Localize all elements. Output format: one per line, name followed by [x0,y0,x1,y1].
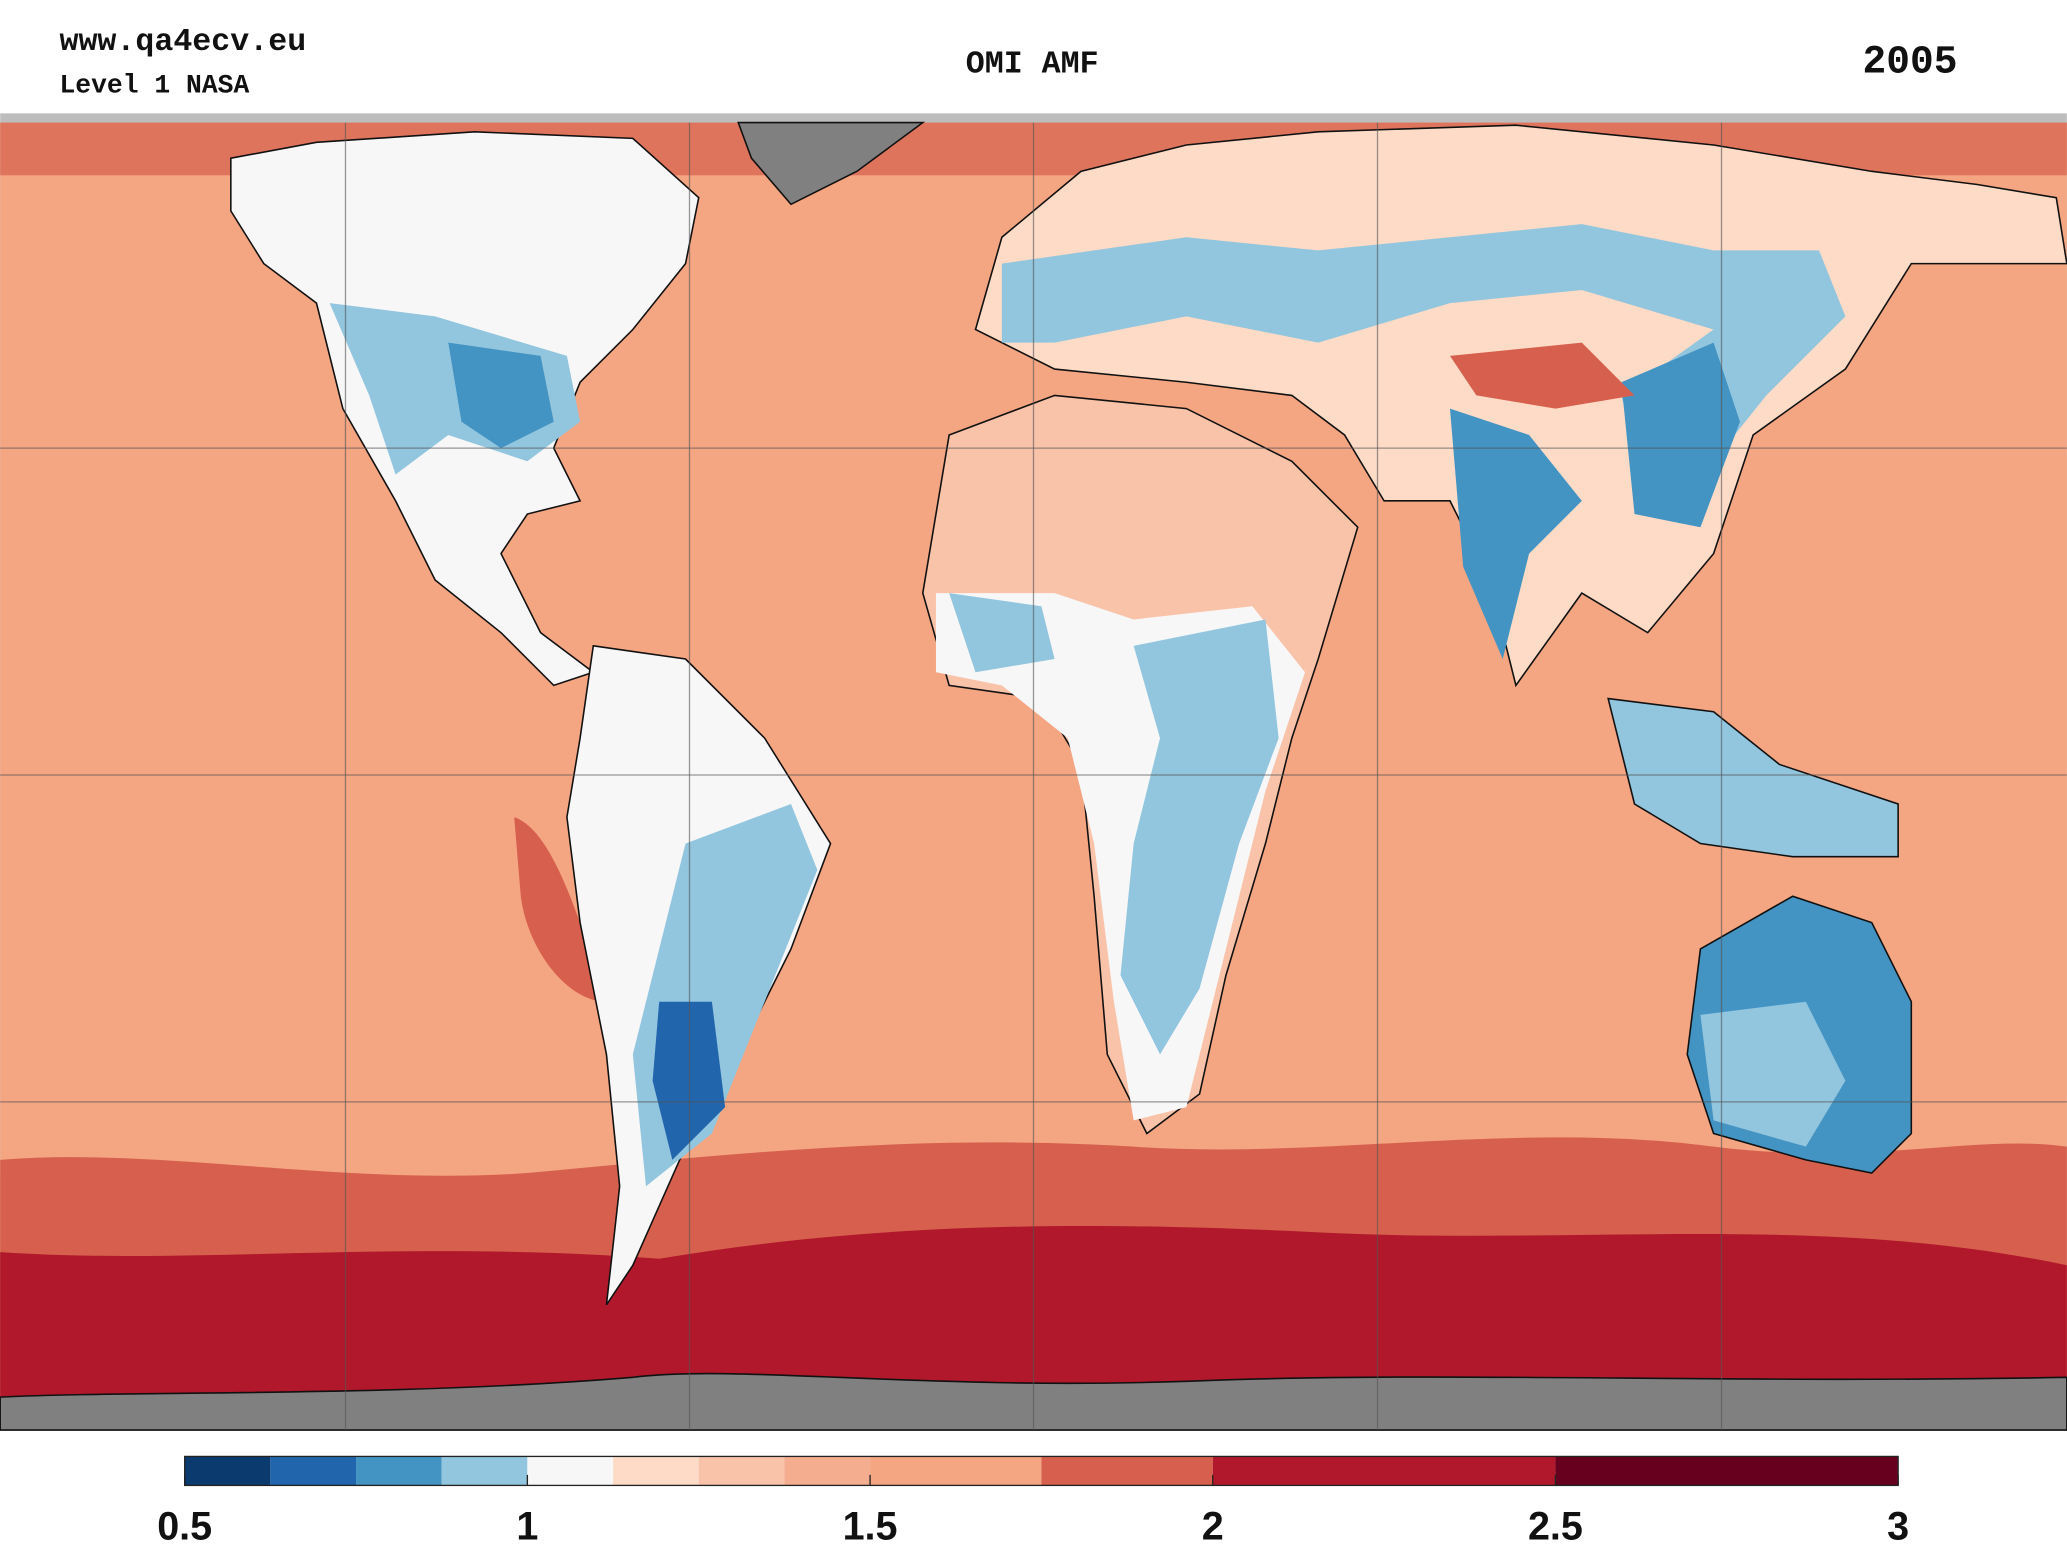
year: 2005 [1863,39,1958,84]
africa-low [949,593,1279,1055]
colorbar-segment [613,1456,699,1486]
na-lower [448,342,554,449]
australia-inner [1700,1001,1846,1147]
colorbar-frame [184,1455,1899,1487]
maritime-asia [1607,697,1899,858]
tick-label: 2 [1202,1504,1224,1548]
colorbar-segment [184,1456,271,1486]
colorbar-segment [270,1456,357,1486]
tick-label: 3 [1887,1504,1909,1548]
peru-current [514,817,607,1002]
tibet [1449,342,1635,409]
website: www.qa4ecv.eu [59,25,306,60]
colorbar: 0.5 1 1.5 2 2.5 3 [157,1455,1909,1548]
colorbar-segment [1555,1456,1899,1486]
source: Level 1 NASA [59,70,249,100]
colorbar-segment [527,1456,614,1486]
colorbar-segment [1041,1456,1213,1486]
map [0,113,2067,1431]
colorbar-segment [356,1456,442,1486]
greenland [737,121,926,206]
tick-label: 1.5 [843,1504,898,1548]
tick-label: 2.5 [1528,1504,1583,1548]
colorbar-segment [784,1456,871,1486]
tick-label: 0.5 [157,1504,212,1548]
tick-label: 1 [516,1504,538,1548]
colorbar-segment [698,1456,785,1486]
map-title: OMI AMF [966,47,1099,82]
colorbar-segment [870,1456,1042,1486]
colorbar-segment [1212,1456,1556,1486]
colorbar-segment [441,1456,528,1486]
graticule [0,122,2067,1431]
